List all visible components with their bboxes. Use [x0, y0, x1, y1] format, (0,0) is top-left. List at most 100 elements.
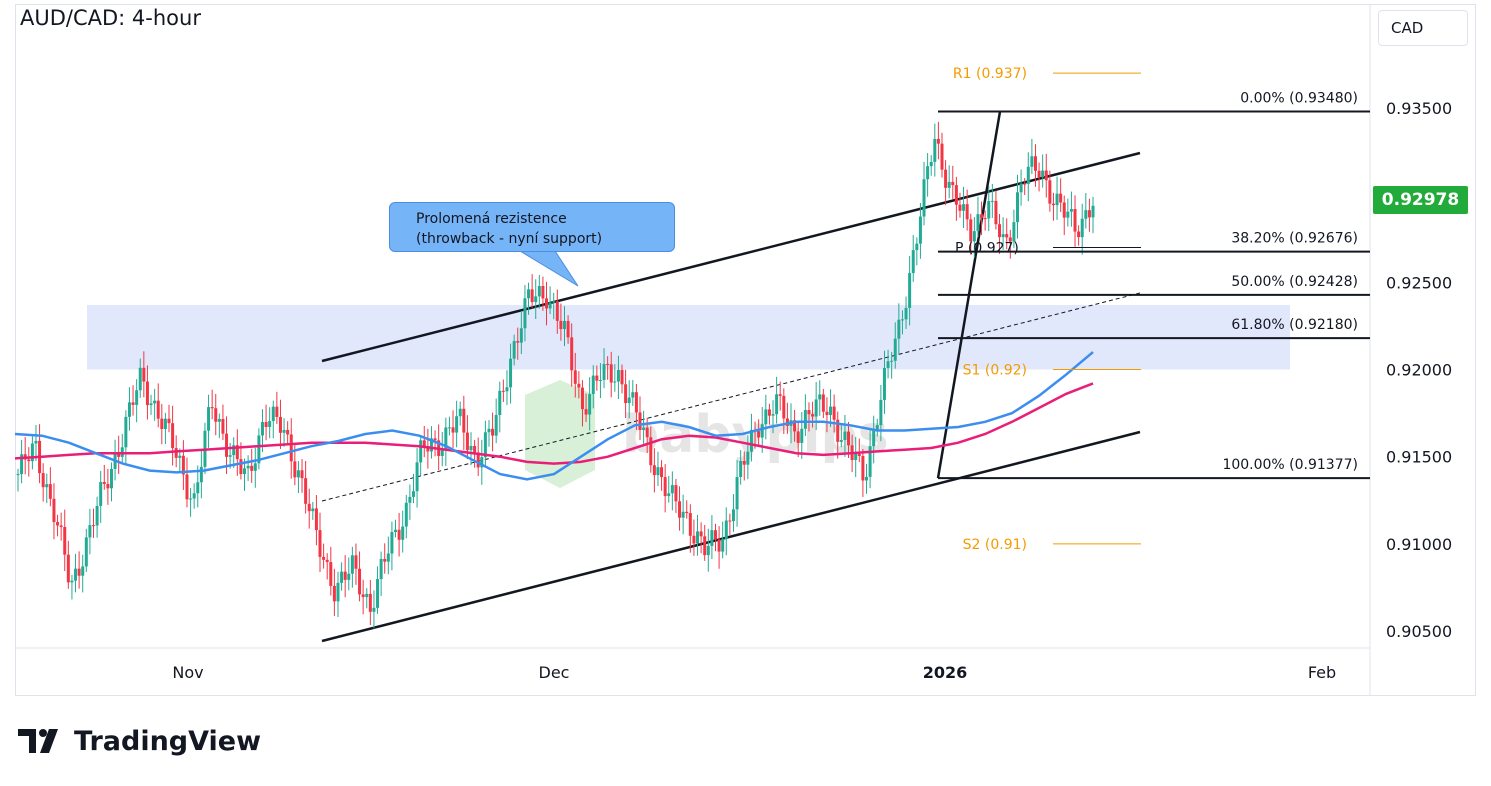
candle-body: [149, 403, 153, 406]
candle-body: [710, 530, 714, 546]
candle-body: [969, 219, 973, 242]
candle-body: [609, 364, 613, 383]
candle-body: [379, 558, 383, 580]
candle-body: [92, 525, 96, 527]
candle-body: [127, 402, 131, 417]
candle-body: [138, 367, 142, 391]
candle-body: [918, 216, 922, 244]
candle-body: [56, 522, 60, 526]
candle-body: [300, 470, 304, 479]
candle-body: [1084, 210, 1088, 219]
channel-lower-line: [321, 430, 1141, 643]
candle-body: [217, 418, 221, 422]
candle-body: [192, 493, 196, 499]
candle-body: [498, 390, 502, 416]
candle-body: [678, 501, 682, 518]
tradingview-logo[interactable]: TradingView: [18, 726, 261, 757]
ma-slow-line: [14, 382, 1094, 465]
candle-body: [243, 468, 247, 475]
candle-body: [631, 392, 635, 398]
fib-level-label: 0.00% (0.93480): [1240, 90, 1358, 106]
candle-body: [480, 457, 484, 468]
candle-body: [88, 525, 92, 538]
candle-body: [645, 427, 649, 438]
candle-body: [106, 483, 110, 489]
candles: [16, 121, 1095, 629]
candle-body: [703, 536, 707, 556]
candle-body: [872, 429, 876, 447]
candle-body: [667, 493, 671, 497]
x-tick-label: Feb: [1308, 663, 1336, 682]
candle-body: [994, 200, 998, 225]
candle-body: [811, 414, 815, 417]
candle-body: [411, 491, 415, 497]
candle-body: [512, 341, 516, 359]
candle-body: [954, 185, 958, 205]
x-tick-label: Nov: [172, 663, 203, 682]
candle-body: [807, 410, 811, 415]
candle-body: [282, 429, 286, 433]
candle-body: [904, 307, 908, 320]
candle-body: [793, 420, 797, 432]
candle-body: [156, 400, 160, 419]
candle-body: [775, 394, 779, 415]
candle-body: [825, 411, 829, 416]
candle-body: [832, 406, 836, 420]
annotation-callout: Prolomená rezistence (throwback - nyní s…: [389, 202, 675, 252]
candle-body: [361, 594, 365, 598]
candle-body: [131, 402, 135, 405]
candle-body: [1087, 210, 1091, 218]
candle-body: [940, 143, 944, 170]
candle-body: [613, 381, 617, 383]
candle-body: [814, 399, 818, 417]
candle-body: [829, 406, 833, 416]
candle-body: [864, 476, 868, 481]
candle-body: [1026, 166, 1030, 184]
candle-body: [163, 418, 167, 430]
candle-body: [757, 431, 761, 438]
candle-body: [422, 440, 426, 447]
candle-body: [465, 432, 469, 451]
candle-body: [1069, 209, 1073, 212]
candle-body: [800, 428, 804, 443]
candle-body: [293, 461, 297, 478]
callout-pointer: [518, 250, 579, 287]
candle-body: [746, 451, 750, 465]
candle-body: [749, 429, 753, 452]
candle-body: [268, 421, 272, 427]
candle-body: [624, 384, 628, 404]
candle-body: [426, 446, 430, 452]
candle-body: [415, 462, 419, 492]
candle-body: [987, 201, 991, 219]
chart-title: AUD/CAD: 4-hour: [20, 6, 201, 30]
brand-name: TradingView: [74, 726, 262, 757]
currency-selector[interactable]: CAD: [1378, 10, 1468, 46]
candle-body: [523, 298, 527, 329]
candle-body: [649, 437, 653, 466]
pivot-level-label: R1 (0.937): [953, 66, 1027, 82]
y-tick-label: 0.91000: [1386, 535, 1452, 554]
candle-body: [922, 179, 926, 217]
candle-body: [552, 301, 556, 303]
candle-body: [602, 363, 606, 380]
candle-body: [1023, 183, 1027, 185]
candle-body: [591, 375, 595, 395]
candle-body: [685, 511, 689, 514]
candle-body: [962, 204, 966, 211]
candle-body: [102, 482, 106, 484]
y-tick-label: 0.90500: [1386, 622, 1452, 641]
candle-body: [225, 433, 229, 457]
candle-body: [516, 341, 520, 343]
candle-body: [972, 231, 976, 242]
candle-body: [329, 562, 333, 586]
candle-body: [314, 508, 318, 531]
candle-body: [117, 453, 121, 457]
candle-body: [728, 520, 732, 522]
candle-body: [81, 566, 85, 576]
candle-body: [562, 320, 566, 330]
candle-body: [527, 289, 531, 299]
candle-body: [390, 532, 394, 554]
x-tick-label: 2026: [923, 663, 968, 682]
candle-body: [1030, 156, 1034, 167]
